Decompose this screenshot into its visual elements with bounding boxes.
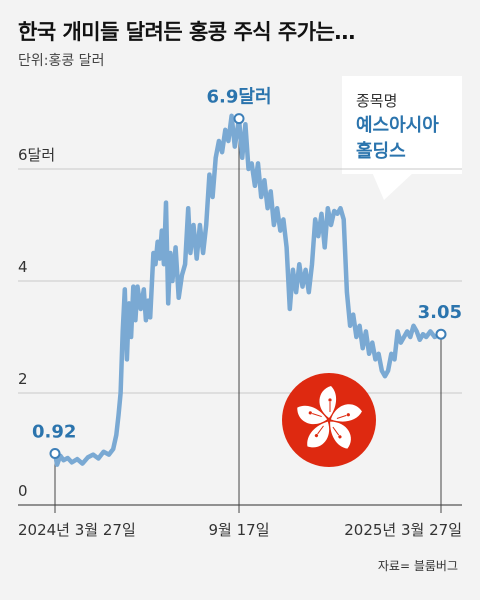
callout-label: 종목명 [356, 92, 398, 110]
data-value-label: 3.05 [418, 302, 462, 323]
data-point-marker [233, 113, 245, 125]
stock-name: 예스아시아 홀딩스 [356, 115, 439, 162]
data-value-label: 6.9달러 [207, 87, 272, 108]
y-tick-label: 2 [18, 370, 28, 388]
x-tick-label: 2025년 3월 27일 [344, 521, 462, 539]
y-tick-label: 6달러 [18, 146, 55, 164]
x-tick-label: 2024년 3월 27일 [18, 521, 136, 539]
unit-label: 단위:홍콩 달러 [18, 53, 105, 69]
x-tick-label: 9월 17일 [209, 521, 270, 539]
data-point-marker [49, 447, 61, 459]
chart-title: 한국 개미들 달려든 홍콩 주식 주가는… [18, 20, 355, 44]
data-point-marker [435, 328, 447, 340]
hong-kong-flag-icon [282, 373, 376, 467]
data-value-label: 0.92 [32, 421, 76, 442]
y-tick-label: 0 [18, 482, 28, 500]
source-note: 자료= 블룸버그 [377, 559, 458, 573]
callout-tail [372, 172, 414, 200]
y-tick-label: 4 [18, 258, 28, 276]
price-line [52, 113, 444, 467]
callout-box [342, 76, 462, 174]
